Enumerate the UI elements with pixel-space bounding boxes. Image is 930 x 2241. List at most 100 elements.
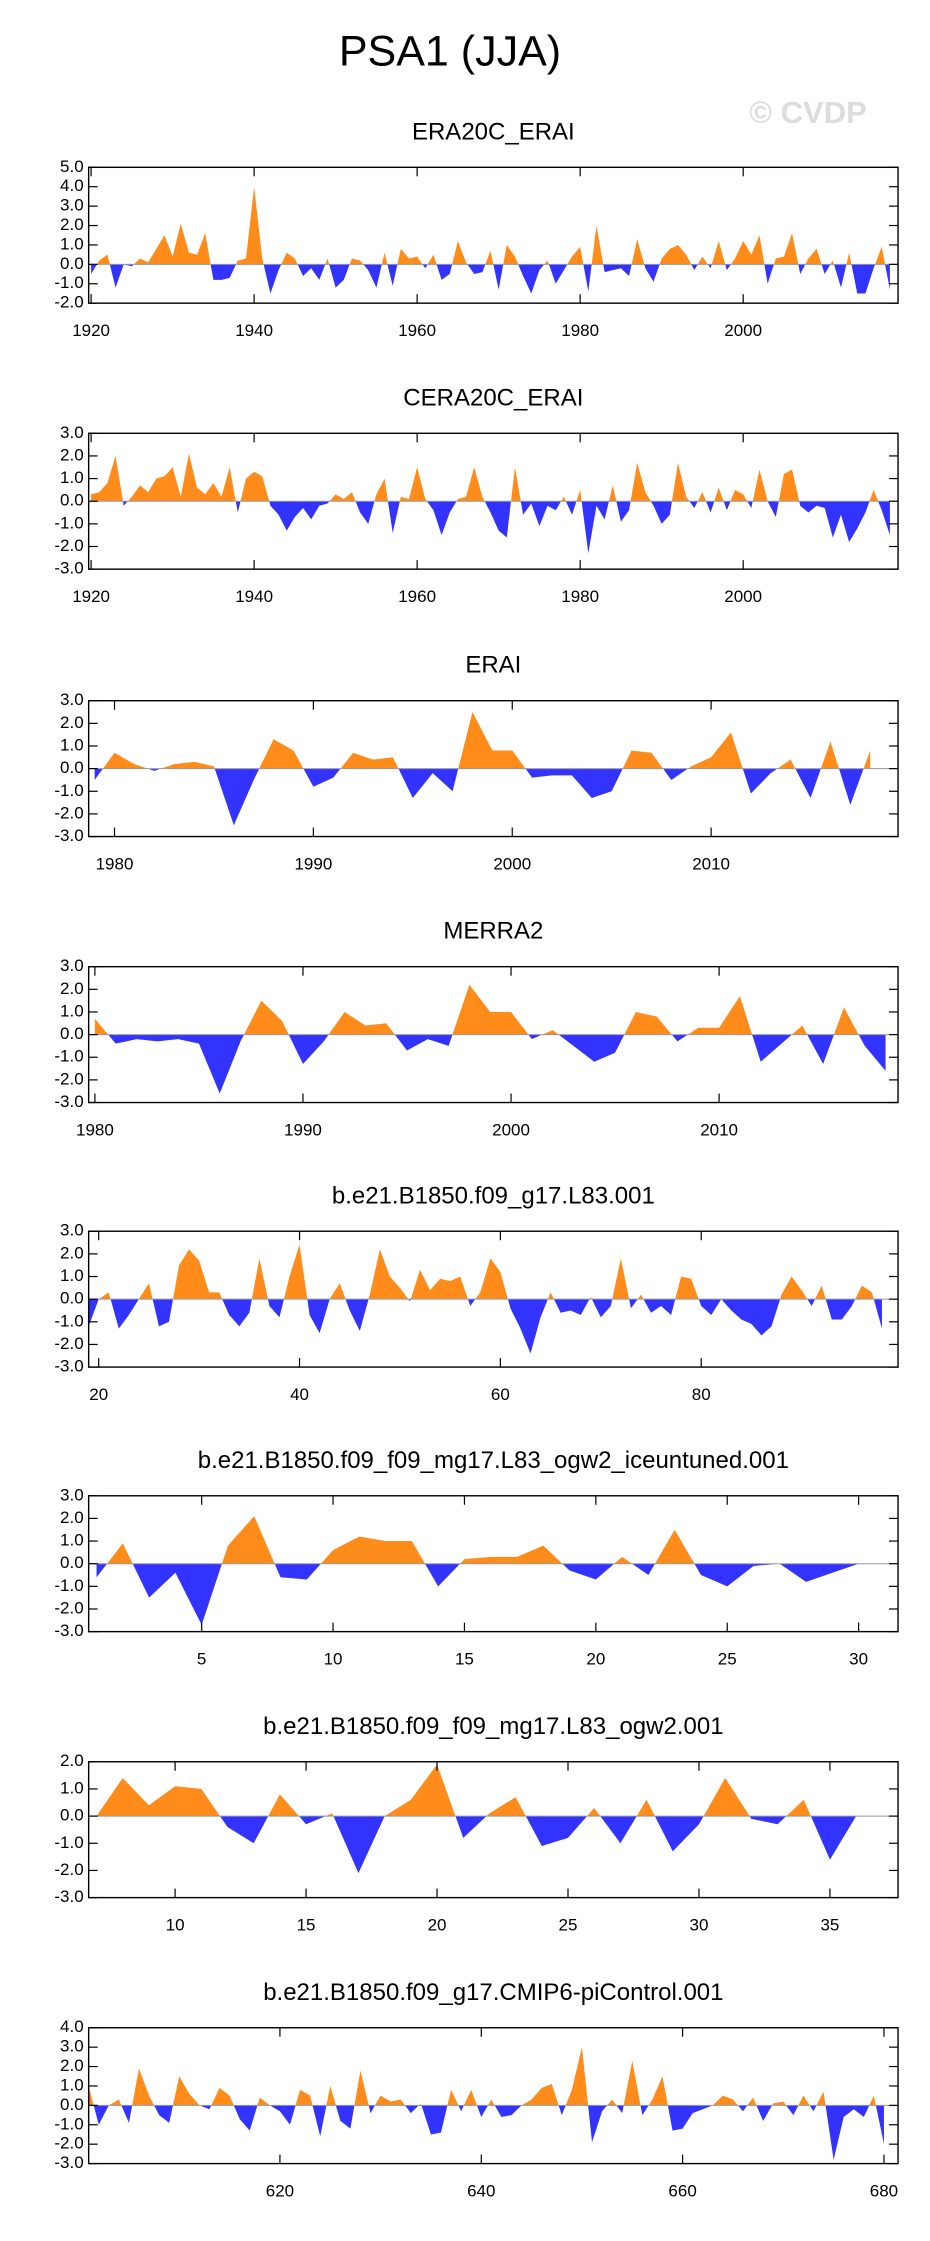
x-tick-label: 80 [692, 1385, 711, 1404]
x-tick-label: 1960 [398, 321, 436, 340]
x-tick-label: 1980 [561, 321, 599, 340]
y-tick-label: -3.0 [54, 1092, 83, 1111]
y-tick-label: -1.0 [54, 513, 83, 532]
y-tick-label: -1.0 [54, 1576, 83, 1595]
y-tick-label: -2.0 [54, 1598, 83, 1617]
x-tick-label: 1960 [398, 587, 436, 606]
x-tick-label: 10 [324, 1650, 343, 1669]
y-tick-label: 0.0 [60, 2095, 84, 2114]
x-tick-label: 60 [491, 1385, 510, 1404]
x-tick-label: 40 [290, 1385, 309, 1404]
area-above [94, 984, 859, 1035]
y-tick-label: -2.0 [54, 293, 83, 312]
y-tick-label: 0.0 [60, 1024, 84, 1043]
x-tick-label: 10 [166, 1916, 185, 1935]
area-below [88, 1299, 882, 1354]
x-tick-label: 2000 [724, 587, 762, 606]
x-tick-label: 1990 [294, 855, 332, 874]
y-tick-label: -3.0 [54, 826, 83, 845]
y-tick-label: 1.0 [60, 1778, 84, 1797]
y-tick-label: 2.0 [60, 215, 84, 234]
y-tick-label: -3.0 [54, 1621, 83, 1640]
x-tick-label: 30 [849, 1650, 868, 1669]
y-tick-label: 1.0 [60, 468, 84, 487]
x-tick-label: 2000 [724, 321, 762, 340]
area-below [88, 2105, 884, 2160]
y-tick-label: -2.0 [54, 536, 83, 555]
x-tick-label: 20 [428, 1916, 447, 1935]
y-tick-label: 2.0 [60, 1751, 84, 1770]
y-tick-label: 3.0 [60, 956, 84, 975]
x-tick-label: 35 [820, 1916, 839, 1935]
y-tick-label: 1.0 [60, 735, 84, 754]
y-tick-label: -2.0 [54, 2134, 83, 2153]
x-tick-label: 20 [586, 1650, 605, 1669]
y-tick-label: 1.0 [60, 1531, 84, 1550]
area-above [96, 186, 886, 265]
x-tick-label: 1980 [96, 855, 134, 874]
panel-title: b.e21.B1850.f09_f09_mg17.L83_ogw2_iceunt… [198, 1447, 789, 1474]
y-tick-label: 4.0 [60, 2017, 84, 2036]
y-tick-label: 1.0 [60, 234, 84, 253]
y-tick-label: -1.0 [54, 1047, 83, 1066]
x-tick-label: 20 [89, 1385, 108, 1404]
y-tick-label: -1.0 [54, 1833, 83, 1852]
area-below [96, 1563, 859, 1625]
area-above [88, 1244, 882, 1300]
y-tick-label: 5.0 [60, 157, 84, 176]
x-tick-label: 1980 [561, 587, 599, 606]
y-tick-label: -1.0 [54, 1311, 83, 1330]
area-below [122, 501, 890, 554]
panel-title: b.e21.B1850.f09_f09_mg17.L83_ogw2.001 [263, 1713, 723, 1740]
y-tick-label: 3.0 [60, 423, 84, 442]
watermark: © CVDP [749, 95, 867, 130]
x-tick-label: 620 [266, 2182, 294, 2201]
y-tick-label: -1.0 [54, 2114, 83, 2133]
x-tick-label: 15 [455, 1650, 474, 1669]
area-above [96, 1764, 857, 1817]
y-tick-label: 3.0 [60, 690, 84, 709]
area-below [96, 1816, 857, 1874]
y-tick-label: -2.0 [54, 1069, 83, 1088]
y-tick-label: -1.0 [54, 781, 83, 800]
area-above [91, 453, 890, 502]
y-tick-label: 3.0 [60, 1485, 84, 1504]
y-tick-label: 4.0 [60, 176, 84, 195]
x-tick-label: 1990 [284, 1121, 322, 1140]
x-tick-label: 680 [870, 2182, 898, 2201]
x-tick-label: 2000 [493, 855, 531, 874]
y-tick-label: -3.0 [54, 1357, 83, 1376]
y-tick-label: -3.0 [54, 1887, 83, 1906]
y-tick-label: 2.0 [60, 713, 84, 732]
y-tick-label: -3.0 [54, 559, 83, 578]
area-above [96, 1516, 859, 1564]
y-tick-label: 3.0 [60, 2037, 84, 2056]
x-tick-label: 30 [690, 1916, 709, 1935]
y-tick-label: -2.0 [54, 1334, 83, 1353]
y-tick-label: 2.0 [60, 979, 84, 998]
panel-title: ERAI [465, 652, 521, 679]
y-tick-label: 2.0 [60, 2056, 84, 2075]
panel-title: b.e21.B1850.f09_g17.L83.001 [332, 1182, 655, 1209]
y-tick-label: 2.0 [60, 1508, 84, 1527]
y-tick-label: 0.0 [60, 1806, 84, 1825]
y-tick-label: -2.0 [54, 803, 83, 822]
y-tick-label: -3.0 [54, 2153, 83, 2172]
area-above [102, 712, 871, 769]
x-tick-label: 1920 [72, 587, 110, 606]
y-tick-label: 0.0 [60, 1553, 84, 1572]
y-tick-label: 2.0 [60, 1243, 84, 1262]
y-tick-label: 0.0 [60, 1289, 84, 1308]
x-tick-label: 640 [467, 2182, 495, 2201]
y-tick-label: 1.0 [60, 2075, 84, 2094]
panel-title: CERA20C_ERAI [403, 384, 583, 411]
y-tick-label: 2.0 [60, 445, 84, 464]
y-tick-label: 0.0 [60, 254, 84, 273]
panel-title: ERA20C_ERAI [412, 118, 575, 145]
x-tick-label: 1940 [235, 587, 273, 606]
y-tick-label: 3.0 [60, 196, 84, 215]
plot-frame [87, 1761, 899, 1899]
x-tick-label: 660 [668, 2182, 696, 2201]
y-tick-label: 3.0 [60, 1221, 84, 1240]
